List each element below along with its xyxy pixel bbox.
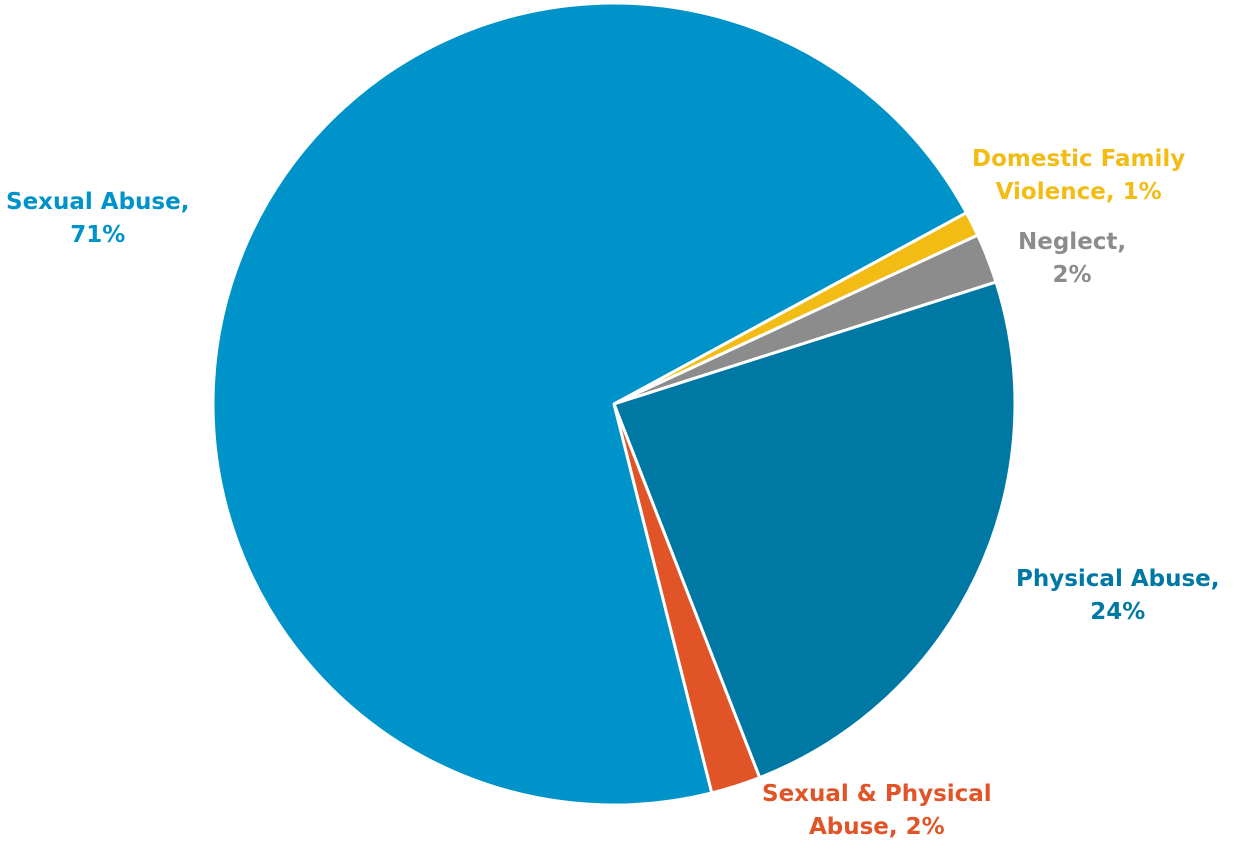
- label-line-2: 24%: [1090, 599, 1146, 626]
- slice-sexual-abuse: [211, 1, 968, 807]
- pie-slices: [211, 1, 1017, 807]
- slice-physical-abuse: [612, 280, 1017, 780]
- label-sexual-physical-abuse: Sexual & Physical Abuse, 2%: [762, 778, 992, 844]
- label-physical-abuse: Physical Abuse, 24%: [1016, 563, 1220, 630]
- label-line-1: Neglect,: [1018, 229, 1127, 255]
- label-neglect: Neglect, 2%: [1018, 226, 1126, 293]
- label-line-1: Sexual & Physical: [762, 781, 992, 807]
- label-domestic-family-violence: Domestic Family Violence, 1%: [972, 143, 1185, 210]
- label-line-2: 71%: [70, 222, 126, 249]
- label-line-1: Domestic Family: [972, 146, 1186, 172]
- label-line-1: Physical Abuse,: [1016, 566, 1220, 592]
- label-line-2: 2%: [1052, 262, 1092, 289]
- label-line-1: Sexual Abuse,: [6, 189, 190, 215]
- label-sexual-abuse: Sexual Abuse, 71%: [6, 186, 189, 253]
- label-line-2: Abuse, 2%: [808, 814, 945, 841]
- label-line-2: Violence, 1%: [995, 179, 1162, 206]
